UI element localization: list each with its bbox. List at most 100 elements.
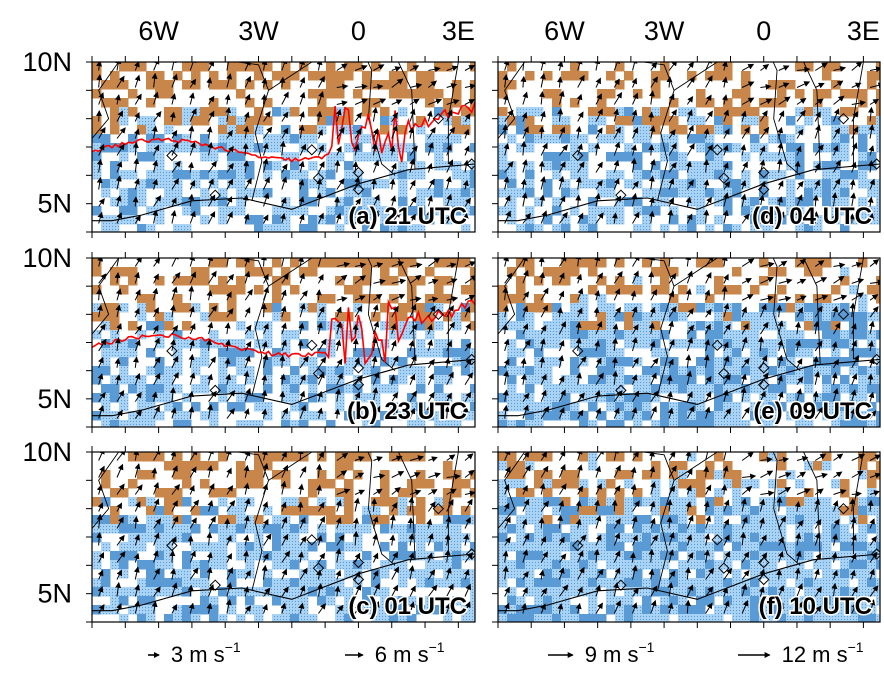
cloud-cell: [498, 188, 508, 198]
cloud-cell: [362, 551, 372, 561]
wind-vector: [262, 142, 269, 156]
cloud-cell: [461, 188, 471, 198]
cloud-cell: [191, 71, 201, 81]
wind-vector: [464, 99, 475, 105]
wind-vector: [668, 142, 677, 156]
cloud-cell: [290, 330, 300, 340]
cloud-cell: [597, 569, 607, 579]
cloud-cell: [867, 497, 877, 507]
cloud-cell: [110, 267, 120, 277]
cloud-cell: [570, 515, 580, 525]
cloud-cell: [416, 569, 426, 579]
cloud-cell: [335, 312, 345, 322]
wind-vector: [850, 161, 857, 173]
cloud-cell: [759, 224, 769, 232]
wind-vector: [559, 161, 566, 173]
station-marker: [615, 189, 627, 201]
cloud-cell: [768, 206, 778, 216]
wind-vector: [226, 162, 234, 173]
cloud-cell: [317, 533, 327, 543]
cloud-cell: [741, 551, 751, 561]
wind-vector: [96, 288, 103, 301]
wind-vector: [372, 320, 380, 335]
cloud-cell: [191, 197, 201, 207]
cloud-cell: [200, 596, 210, 606]
wind-vector: [595, 93, 602, 105]
wind-vector: [336, 145, 342, 156]
cloud-cell: [308, 488, 318, 498]
cloud-cell: [543, 375, 553, 385]
cloud-cell: [362, 107, 372, 117]
cloud-cell: [867, 506, 877, 516]
cloud-cell: [182, 578, 192, 588]
wind-vector: [740, 144, 747, 156]
cloud-cell: [822, 116, 832, 126]
cloud-cell: [380, 542, 390, 552]
wind-vector: [98, 391, 106, 402]
cloud-cell: [443, 497, 453, 507]
lon-tick-label: 0: [351, 16, 366, 46]
wind-vector: [850, 192, 857, 207]
cloud-cell: [299, 206, 309, 216]
wind-vector: [98, 143, 105, 156]
cloud-cell: [191, 276, 201, 286]
cloud-cell: [615, 488, 625, 498]
cloud-cell: [534, 452, 544, 462]
wind-vector: [263, 286, 270, 301]
cloud-cell: [858, 303, 868, 313]
wind-vector: [151, 72, 158, 88]
wind-vector: [409, 390, 417, 402]
wind-vector: [759, 406, 766, 419]
cloud-cell: [110, 303, 120, 313]
cloud-cell: [164, 80, 174, 90]
cloud-cell: [858, 330, 868, 340]
cloud-cell: [651, 89, 661, 99]
cloud-cell: [714, 393, 724, 403]
wind-vector: [317, 91, 324, 105]
cloud-cell: [110, 515, 120, 525]
cloud-cell: [317, 215, 327, 225]
wind-vector: [335, 388, 341, 402]
cloud-cell: [416, 497, 426, 507]
cloud-cell: [101, 357, 111, 367]
wind-vector: [408, 340, 415, 352]
wind-vector: [777, 391, 784, 402]
cloud-cell: [452, 524, 462, 534]
wind-vector: [723, 373, 731, 386]
cloud-cell: [272, 533, 282, 543]
wind-vector: [298, 124, 305, 139]
wind-vector: [648, 144, 655, 156]
wind-vector: [777, 196, 783, 207]
cloud-cell: [164, 188, 174, 198]
cloud-cell: [434, 285, 444, 295]
wind-vector: [631, 77, 638, 88]
cloud-cell: [750, 206, 760, 216]
cloud-cell: [768, 294, 778, 304]
cloud-cell: [525, 224, 535, 232]
cloud-cell: [669, 312, 679, 322]
cloud-cell: [182, 143, 192, 153]
wind-vector: [226, 196, 233, 207]
cloud-cell: [254, 107, 264, 117]
wind-vector: [851, 62, 863, 71]
cloud-cell: [669, 267, 679, 277]
cloud-cell: [579, 170, 589, 180]
cloud-cell: [849, 393, 859, 403]
cloud-cell: [714, 569, 724, 579]
cloud-cell: [525, 179, 535, 189]
cloud-cell: [822, 303, 832, 313]
cloud-cell: [398, 197, 408, 207]
wind-vector: [171, 129, 178, 139]
wind-vector: [667, 209, 674, 224]
cloud-cell: [597, 542, 607, 552]
cloud-cell: [741, 357, 751, 367]
cloud-cell: [651, 479, 661, 489]
cloud-cell: [696, 605, 706, 615]
station-marker: [758, 166, 770, 179]
cloud-cell: [804, 515, 814, 525]
cloud-cell: [642, 605, 652, 615]
cloud-cell: [660, 303, 670, 313]
cloud-cell: [597, 578, 607, 588]
cloud-cell: [696, 188, 706, 198]
cloud-cell: [642, 258, 652, 268]
